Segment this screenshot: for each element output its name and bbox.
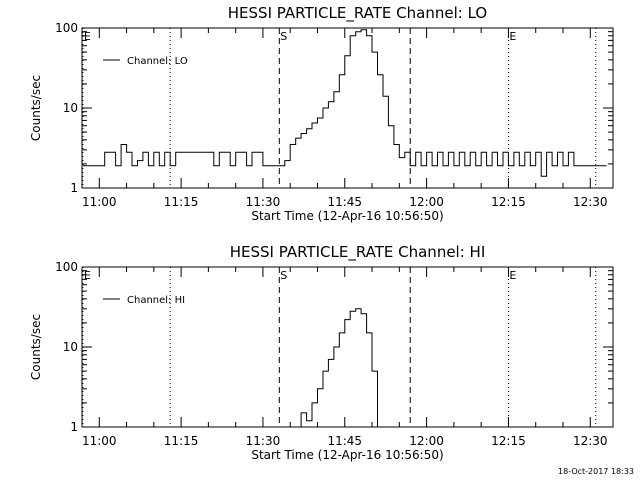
annotation-label: S	[280, 269, 287, 282]
annotation-label: S	[280, 30, 287, 43]
x-tick-label: 12:00	[409, 434, 444, 448]
plot-frame	[81, 27, 614, 189]
y-tick-label: 10	[63, 101, 78, 115]
x-tick-label: 11:15	[164, 434, 199, 448]
y-axis-label: Counts/sec	[29, 75, 43, 141]
x-tick-label: 12:15	[491, 434, 526, 448]
annotation-label: E	[509, 30, 516, 43]
x-axis-label: Start Time (12-Apr-16 10:56:50)	[251, 448, 443, 462]
x-axis-label: Start Time (12-Apr-16 10:56:50)	[251, 209, 443, 223]
annotation-label: E	[509, 269, 516, 282]
y-axis-label: Counts/sec	[29, 314, 43, 380]
x-tick-label: 11:30	[246, 434, 281, 448]
plot-frame	[81, 266, 614, 428]
annotation-label: E	[84, 30, 91, 43]
legend-label: Channel: HI	[127, 295, 185, 306]
legend-label: Channel: LO	[127, 56, 188, 67]
print-timestamp: 18-Oct-2017 18:33	[558, 467, 634, 476]
annotation-label: E	[84, 269, 91, 282]
x-tick-label: 11:00	[82, 434, 117, 448]
x-tick-label: 12:15	[491, 195, 526, 209]
x-tick-label: 12:30	[573, 434, 608, 448]
y-tick-label: 1	[70, 181, 78, 195]
y-tick-label: 100	[55, 21, 78, 35]
chart-title: HESSI PARTICLE_RATE Channel: LO	[228, 4, 487, 23]
chart-panel-2: HESSI PARTICLE_RATE Channel: HI 1 10 100 11:…	[29, 243, 614, 462]
x-tick-label: 11:15	[164, 195, 199, 209]
x-tick-label: 11:30	[246, 195, 281, 209]
x-tick-label: 11:00	[82, 195, 117, 209]
y-tick-label: 10	[63, 340, 78, 354]
y-tick-label: 100	[55, 260, 78, 274]
y-tick-label: 1	[70, 420, 78, 434]
chart-title: HESSI PARTICLE_RATE Channel: HI	[230, 243, 486, 262]
x-tick-label: 11:45	[327, 195, 362, 209]
x-tick-label: 12:00	[409, 195, 444, 209]
series-line	[82, 29, 607, 177]
series-line	[295, 308, 378, 428]
chart-panel-1: HESSI PARTICLE_RATE Channel: LO 1 10 100 11:…	[29, 4, 614, 223]
x-tick-label: 11:45	[327, 434, 362, 448]
x-tick-label: 12:30	[573, 195, 608, 209]
